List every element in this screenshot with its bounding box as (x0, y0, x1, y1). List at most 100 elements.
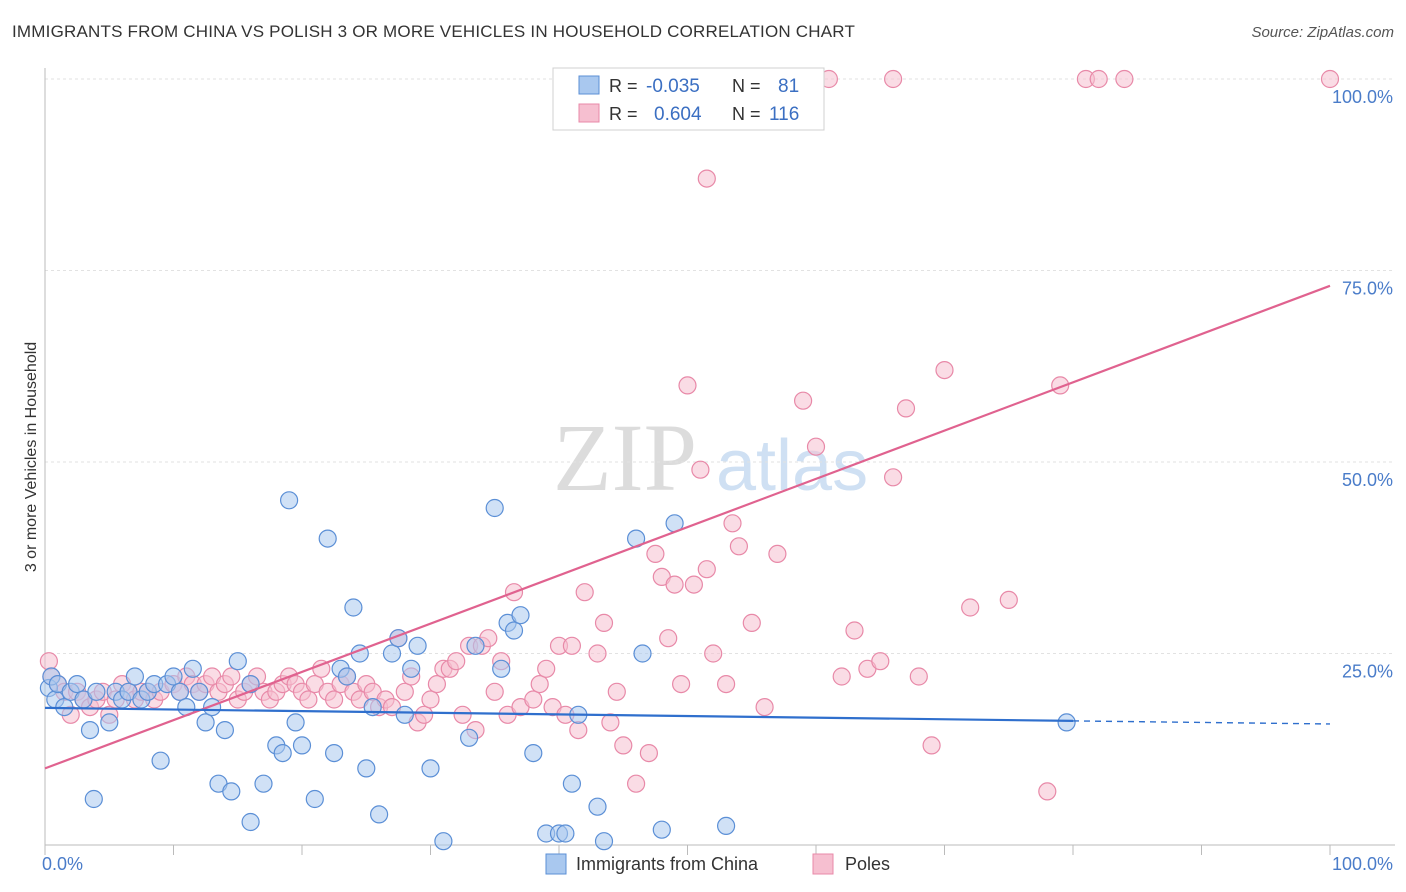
china-point (222, 782, 241, 801)
poles-point (896, 399, 916, 418)
poles-point (935, 361, 954, 380)
china-point (504, 621, 524, 640)
china-point (511, 606, 530, 625)
poles-point (614, 736, 633, 755)
poles-point (447, 652, 466, 671)
china-point (492, 659, 511, 678)
poles-point (537, 659, 556, 678)
china-point (460, 728, 479, 747)
poles-point (325, 690, 344, 709)
china-point (100, 713, 119, 732)
poles-point (575, 583, 594, 602)
chart-source: Source: ZipAtlas.com (1251, 24, 1394, 41)
poles-r-value: 0.604 (654, 104, 702, 125)
bottom-legend: Immigrants from China Poles (545, 853, 890, 875)
poles-point (922, 736, 941, 755)
poles-point (961, 598, 980, 617)
x-tick-label-max: 100.0% (1332, 854, 1393, 874)
poles-trend-line (44, 284, 1331, 770)
poles-point (999, 590, 1018, 610)
china-point (151, 751, 170, 770)
china-point (87, 682, 106, 701)
china-r-label: R = (609, 76, 638, 96)
poles-point (671, 674, 691, 694)
poles-point (691, 460, 710, 479)
china-point (357, 759, 376, 778)
poles-point (39, 652, 59, 671)
china-point (190, 682, 209, 701)
china-point (170, 682, 189, 701)
china-point (292, 736, 312, 755)
y-tick-label: 75.0% (1342, 279, 1393, 299)
trend-lines (44, 284, 1331, 770)
china-point (716, 816, 736, 836)
poles-point (601, 713, 620, 732)
poles-point (594, 613, 614, 633)
poles-point (607, 682, 626, 701)
legend-poles-label: Poles (845, 854, 890, 874)
poles-point (421, 690, 440, 709)
china-n-label: N = (732, 76, 761, 96)
poles-point (646, 544, 665, 564)
china-point (344, 598, 363, 617)
poles-point (704, 644, 723, 663)
china-point (434, 832, 453, 851)
poles-point (1038, 782, 1057, 801)
poles-point (678, 376, 697, 395)
poles-point (716, 674, 736, 694)
china-point (183, 659, 202, 678)
china-n-value: 81 (778, 76, 799, 97)
poles-point (793, 391, 813, 410)
poles-point (697, 169, 716, 188)
poles-point (562, 636, 582, 655)
poles-point (299, 690, 318, 709)
china-point (80, 720, 100, 740)
china-point (633, 644, 652, 663)
poles-point (569, 720, 588, 740)
china-point (421, 759, 440, 778)
data-points (39, 69, 1340, 851)
grid (45, 78, 1395, 654)
china-swatch (578, 75, 600, 95)
china-point (228, 652, 247, 671)
china-trend-extension (1072, 720, 1331, 725)
china-trend-line (44, 706, 1074, 723)
china-point (652, 820, 671, 839)
poles-point (395, 682, 414, 701)
china-point (466, 636, 485, 655)
china-point (280, 491, 299, 510)
axes: 25.0% 50.0% 75.0% 100.0% 0.0% 100.0% (42, 68, 1395, 874)
china-point (254, 774, 273, 793)
x-tick-label-min: 0.0% (42, 854, 83, 874)
poles-point (665, 575, 684, 594)
china-point (215, 720, 234, 740)
poles-swatch (578, 103, 600, 123)
china-point (395, 705, 414, 724)
china-point (325, 743, 344, 763)
poles-r-label: R = (609, 104, 638, 124)
poles-point (659, 629, 678, 648)
y-tick-label: 25.0% (1342, 662, 1393, 682)
poles-point (684, 575, 704, 594)
stats-legend: R = -0.035 N = 81 R = 0.604 N = 116 (552, 67, 825, 131)
y-tick-label: 50.0% (1342, 470, 1393, 490)
china-point (241, 812, 260, 832)
china-point (562, 774, 582, 793)
poles-point (524, 690, 543, 709)
china-point (273, 743, 292, 763)
china-point (84, 789, 103, 809)
poles-point (806, 437, 826, 456)
china-point (402, 659, 421, 678)
china-point (485, 498, 504, 518)
china-point (286, 713, 305, 732)
china-point (125, 667, 144, 686)
china-point (408, 636, 427, 655)
poles-point (588, 644, 607, 663)
china-point (382, 644, 402, 663)
poles-point (723, 514, 742, 533)
poles-point (883, 468, 903, 487)
poles-point (832, 667, 851, 686)
poles-point (845, 621, 864, 640)
watermark-zip: ZIP (553, 404, 697, 511)
